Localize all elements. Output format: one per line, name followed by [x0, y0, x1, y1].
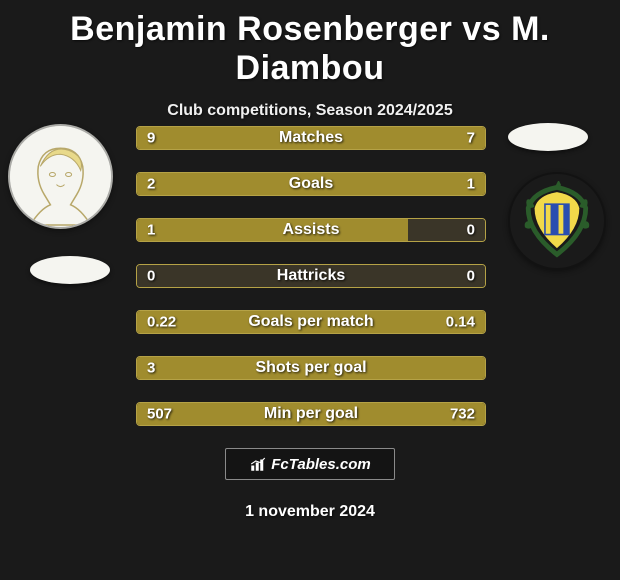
stat-value-left: 1: [147, 222, 155, 239]
stat-value-right: 0: [467, 268, 475, 285]
page-title: Benjamin Rosenberger vs M. Diambou: [0, 0, 620, 88]
club-crest-icon: [517, 181, 597, 261]
stat-value-right: 7: [467, 130, 475, 147]
stat-label: Hattricks: [277, 267, 345, 285]
stat-row: Hattricks 0 0: [136, 264, 486, 288]
stat-value-left: 0.22: [147, 314, 176, 331]
chart-icon: [249, 455, 267, 473]
player-right-flag: [508, 123, 588, 151]
stat-label: Shots per goal: [255, 359, 366, 377]
page-subtitle: Club competitions, Season 2024/2025: [0, 102, 620, 120]
stat-label: Goals per match: [248, 313, 373, 331]
stat-row: Goals 2 1: [136, 172, 486, 196]
player-left-flag: [30, 256, 110, 284]
stat-value-right: 0.14: [446, 314, 475, 331]
player-left-avatar: [8, 124, 113, 229]
branding-text: FcTables.com: [271, 456, 370, 473]
stat-row: Min per goal 507 732: [136, 402, 486, 426]
stat-bar-left: [137, 173, 370, 195]
stat-label: Min per goal: [264, 405, 358, 423]
stats-bars: Matches 9 7 Goals 2 1 Assists 1 0 Hattricks 0 0 Goal…: [136, 126, 486, 448]
stat-label: Goals: [289, 175, 333, 193]
stat-value-left: 3: [147, 360, 155, 377]
stat-row: Shots per goal 3: [136, 356, 486, 380]
stat-label: Assists: [283, 221, 340, 239]
stat-bar-right: [332, 127, 485, 149]
stat-bar-left: [137, 219, 408, 241]
stat-value-left: 0: [147, 268, 155, 285]
stat-value-right: 0: [467, 222, 475, 239]
person-sketch-icon: [10, 126, 111, 227]
date-text: 1 november 2024: [245, 503, 375, 521]
player-right-avatar: [508, 172, 606, 270]
branding-box: FcTables.com: [225, 448, 395, 480]
stat-label: Matches: [279, 129, 343, 147]
stat-value-right: 1: [467, 176, 475, 193]
stat-row: Matches 9 7: [136, 126, 486, 150]
stat-value-left: 2: [147, 176, 155, 193]
stat-row: Assists 1 0: [136, 218, 486, 242]
stat-row: Goals per match 0.22 0.14: [136, 310, 486, 334]
stat-value-left: 9: [147, 130, 155, 147]
stat-value-left: 507: [147, 406, 172, 423]
stat-value-right: 732: [450, 406, 475, 423]
